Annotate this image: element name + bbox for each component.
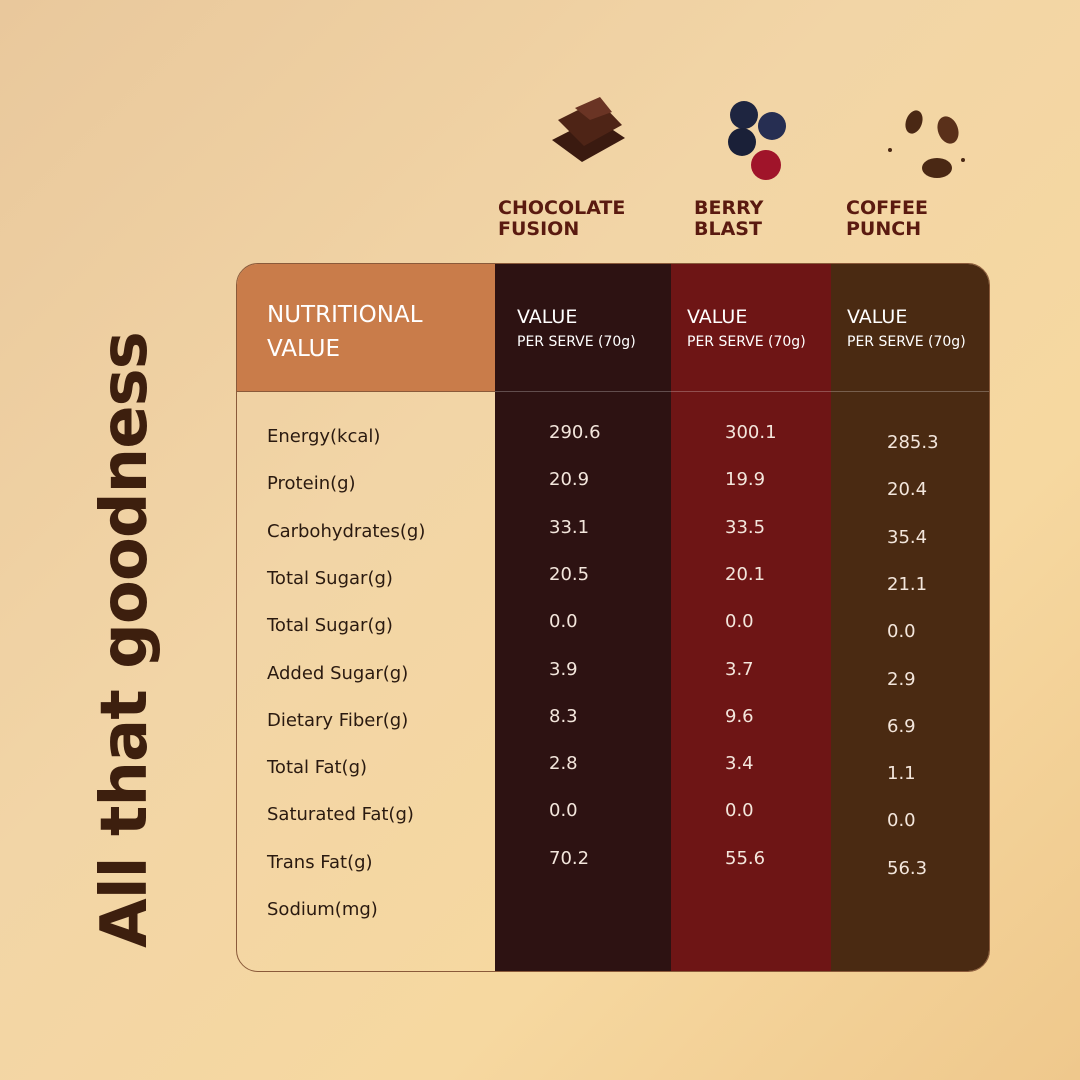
column-title: VALUE (847, 306, 908, 328)
row-label: Trans Fat(g) (267, 851, 373, 873)
value-cell: 20.9 (549, 469, 590, 491)
column-title: VALUE (687, 306, 748, 328)
row-label: Total Sugar(g) (267, 615, 393, 637)
value-cell: 55.6 (725, 847, 766, 869)
value-cell: 0.0 (887, 810, 916, 832)
nutrition-table: NUTRITIONAL VALUE VALUE PER SERVE (70g) VA… (236, 263, 990, 972)
row-label: Dietary Fiber(g) (267, 709, 409, 731)
value-cell: 9.6 (725, 705, 754, 727)
column-subtitle: PER SERVE (70g) (517, 334, 636, 350)
row-label: Saturated Fat(g) (267, 804, 414, 826)
row-label: Total Sugar(g) (267, 567, 393, 589)
product-name: BERRY BLAST (694, 197, 764, 240)
side-title: All that goodness (88, 332, 162, 948)
value-cell: 20.1 (725, 563, 766, 585)
row-label: Protein(g) (267, 473, 356, 495)
value-cell: 33.5 (725, 516, 766, 538)
column-title: VALUE (517, 306, 578, 328)
value-cell: 0.0 (725, 800, 754, 822)
row-label: Total Fat(g) (267, 757, 368, 779)
value-cell: 70.2 (549, 847, 590, 869)
column-bg (495, 264, 671, 971)
coffee-icon (888, 110, 965, 178)
value-cell: 20.4 (887, 479, 928, 501)
column-subtitle: PER SERVE (70g) (687, 334, 806, 350)
value-cell: 2.9 (887, 668, 916, 690)
value-cell: 0.0 (549, 611, 578, 633)
value-cell: 300.1 (725, 422, 777, 443)
value-cell: 21.1 (887, 573, 928, 595)
value-cell: 35.4 (887, 526, 928, 548)
value-cell: 2.8 (549, 753, 578, 775)
value-cell: 19.9 (725, 469, 766, 491)
value-cell: 56.3 (887, 857, 928, 879)
value-cell: 0.0 (887, 621, 916, 643)
value-cell: 0.0 (725, 611, 754, 633)
product-name: CHOCOLATE FUSION (498, 197, 626, 240)
icons (552, 97, 965, 180)
value-cell: 3.9 (549, 658, 578, 680)
value-cell: 1.1 (887, 763, 916, 785)
product-name: COFFEE PUNCH (846, 197, 929, 240)
column-header: VALUE PER SERVE (70g) (831, 264, 989, 392)
value-cell: 3.4 (725, 753, 754, 775)
column-header: VALUE PER SERVE (70g) (495, 264, 671, 392)
column-bg (831, 264, 989, 971)
berry-icon (728, 101, 786, 180)
column-subtitle: PER SERVE (70g) (847, 334, 966, 350)
value-cell: 33.1 (549, 516, 590, 538)
row-header: NUTRITIONAL VALUE (267, 302, 423, 362)
value-cell: 6.9 (887, 715, 916, 737)
row-label: Carbohydrates(g) (267, 520, 426, 542)
row-label: Sodium(mg) (267, 899, 378, 920)
value-cell: 20.5 (549, 563, 590, 585)
value-cell: 3.7 (725, 658, 754, 680)
column-header: VALUE PER SERVE (70g) (671, 264, 831, 392)
value-cell: 8.3 (549, 705, 578, 727)
chocolate-icon (552, 97, 625, 162)
row-header-cell: NUTRITIONAL VALUE (237, 264, 495, 392)
value-cell: 285.3 (887, 432, 939, 453)
row-label: Added Sugar(g) (267, 662, 409, 684)
value-cell: 290.6 (549, 422, 601, 443)
value-cell: 0.0 (549, 800, 578, 822)
column-bg (671, 264, 831, 971)
row-label: Energy(kcal) (267, 426, 381, 447)
